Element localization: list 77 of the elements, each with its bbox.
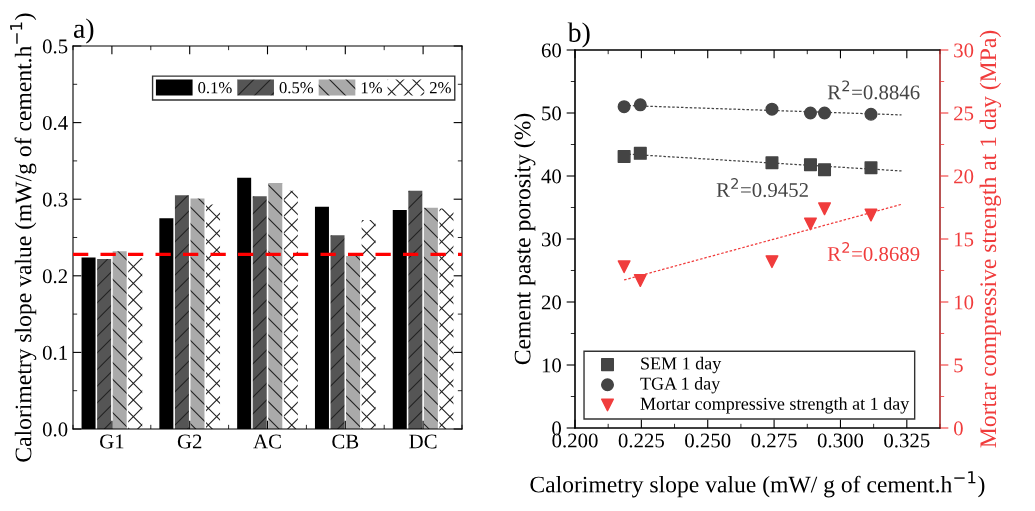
bar bbox=[423, 207, 438, 429]
annotation: R$^{2}$=0.8846 bbox=[827, 80, 920, 100]
point bbox=[803, 106, 817, 120]
point bbox=[765, 102, 779, 116]
bar bbox=[439, 208, 454, 429]
y2-tick-label: 0 bbox=[953, 421, 963, 436]
bar bbox=[97, 258, 112, 429]
y2-tick-label: 25 bbox=[954, 106, 974, 121]
y-tick-label: 0.3 bbox=[42, 192, 68, 207]
point bbox=[803, 217, 817, 231]
y-axis-title: Calorimetry slope value (mW/g of cement.h$^{−1}$) bbox=[10, 13, 37, 462]
point bbox=[617, 260, 631, 274]
y-tick-label: 50 bbox=[542, 106, 562, 121]
y-axis-title: Cement paste porosity (%) bbox=[513, 113, 536, 365]
y-tick-label: 0.4 bbox=[42, 115, 68, 131]
y2-tick-label: 30 bbox=[954, 43, 974, 58]
legend-label: 1% bbox=[361, 82, 382, 94]
legend-label: 0.5% bbox=[279, 82, 314, 94]
x-tick-label: 0.325 bbox=[884, 433, 930, 448]
y2-tick-label: 20 bbox=[954, 169, 974, 184]
point bbox=[617, 149, 631, 163]
y-tick-label: 0.5 bbox=[42, 39, 68, 54]
y-tick-label: 0.1 bbox=[42, 345, 67, 360]
annotation: R$^{2}$=0.8689 bbox=[827, 242, 920, 262]
bar bbox=[128, 258, 143, 429]
y-tick-label: 30 bbox=[541, 232, 562, 247]
bar bbox=[346, 255, 361, 429]
y-tick-label: 10 bbox=[542, 358, 562, 373]
point bbox=[633, 98, 647, 112]
point bbox=[633, 274, 647, 288]
chart-title: b) bbox=[567, 22, 590, 48]
x-tick-label: 0.275 bbox=[751, 433, 797, 448]
y2-axis-title: Mortar compressive strength at 1 day (MPa) bbox=[979, 30, 1002, 448]
point bbox=[765, 156, 779, 170]
x-tick-label: 0.250 bbox=[685, 433, 731, 448]
x-tick-label: G2 bbox=[177, 434, 202, 449]
point bbox=[803, 158, 817, 172]
y-tick-label: 0.0 bbox=[42, 422, 68, 437]
y2-tick-label: 10 bbox=[955, 295, 974, 310]
bar bbox=[330, 235, 345, 429]
bar bbox=[252, 196, 267, 429]
bar bbox=[206, 204, 221, 429]
point bbox=[818, 106, 832, 120]
bar bbox=[268, 183, 283, 429]
y-tick-label: 60 bbox=[541, 43, 562, 58]
chart-title: a) bbox=[73, 18, 94, 44]
bar bbox=[190, 198, 205, 429]
bar bbox=[283, 190, 298, 429]
point bbox=[633, 146, 647, 160]
y2-tick-label: 15 bbox=[955, 232, 974, 247]
x-tick-label: 0.300 bbox=[817, 433, 864, 448]
x-tick-label: DC bbox=[409, 434, 437, 449]
point bbox=[864, 161, 878, 175]
x-tick-label: 0.225 bbox=[618, 433, 664, 448]
point bbox=[617, 100, 631, 114]
point bbox=[864, 107, 878, 121]
y-tick-label: 0.2 bbox=[42, 269, 67, 284]
point bbox=[765, 255, 779, 269]
bar bbox=[174, 195, 189, 429]
legend-label: 0.1% bbox=[198, 82, 232, 94]
bar bbox=[112, 251, 127, 429]
x-tick-label: AC bbox=[253, 434, 281, 449]
y2-tick-label: 5 bbox=[954, 358, 963, 373]
x-tick-label: CB bbox=[332, 434, 359, 449]
bar bbox=[361, 219, 376, 429]
x-tick-label: G1 bbox=[100, 434, 124, 449]
y-tick-label: 20 bbox=[541, 295, 562, 310]
annotation: R$^{2}$=0.9452 bbox=[716, 178, 808, 198]
legend-label: SEM 1 day bbox=[641, 356, 722, 374]
legend-label: Mortar compressive strength at 1 day bbox=[640, 397, 910, 414]
bar bbox=[408, 190, 423, 429]
point bbox=[818, 202, 832, 216]
legend-label: TGA 1 day bbox=[640, 376, 721, 394]
y-tick-label: 40 bbox=[541, 169, 562, 184]
x-axis-title: Calorimetry slope value (mW/ g of cement.h$^{−1}$) bbox=[530, 471, 985, 498]
legend-label: 2% bbox=[429, 82, 451, 94]
point bbox=[818, 163, 832, 177]
